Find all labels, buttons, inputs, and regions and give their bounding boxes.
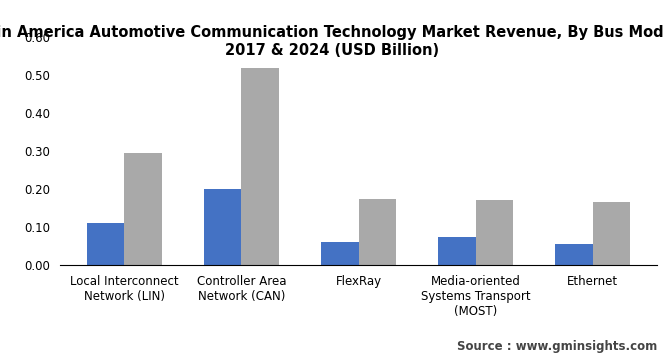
Bar bbox=[475, 200, 513, 265]
Bar bbox=[87, 223, 124, 265]
Bar bbox=[124, 153, 162, 265]
Bar bbox=[242, 68, 279, 265]
Bar bbox=[593, 202, 630, 265]
Bar bbox=[438, 237, 475, 265]
Bar bbox=[359, 199, 396, 265]
Bar bbox=[321, 242, 359, 265]
Bar bbox=[204, 189, 242, 265]
Bar bbox=[555, 244, 593, 265]
Text: Source : www.gminsights.com: Source : www.gminsights.com bbox=[457, 340, 657, 353]
Text: Latin America Automotive Communication Technology Market Revenue, By Bus Module,: Latin America Automotive Communication T… bbox=[0, 25, 664, 58]
